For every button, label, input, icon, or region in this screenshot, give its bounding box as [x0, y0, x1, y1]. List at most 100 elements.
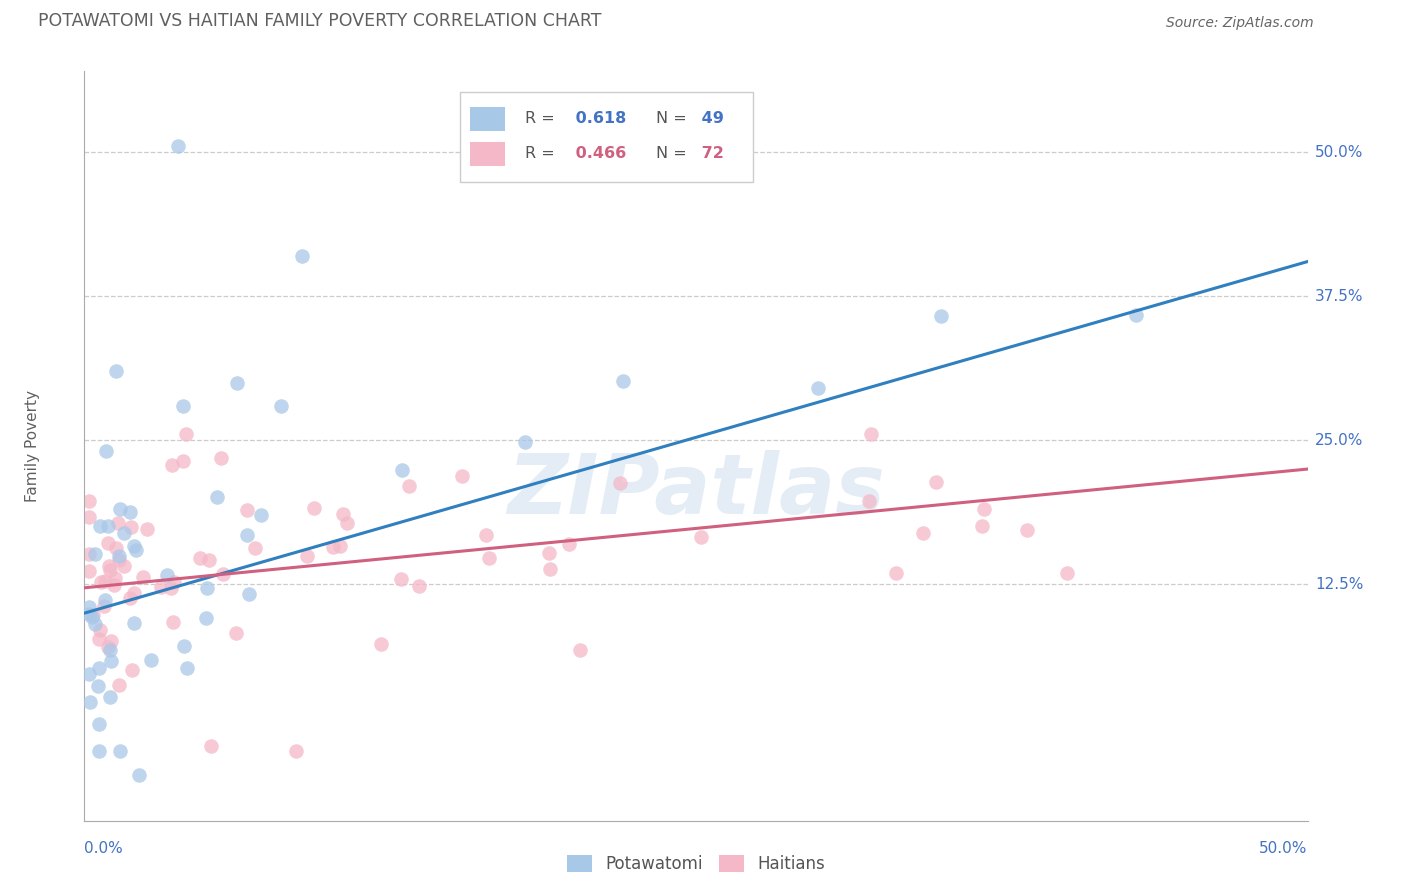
Text: 0.466: 0.466: [569, 146, 626, 161]
Point: [90, 574, 112, 589]
Point: [163, 575, 186, 590]
Point: [478, 550, 501, 565]
Point: [112, 559, 135, 574]
Point: [209, 450, 232, 465]
Text: 50.0%: 50.0%: [1260, 841, 1308, 856]
Point: [89, 623, 111, 637]
FancyBboxPatch shape: [470, 142, 505, 166]
Point: [329, 539, 352, 553]
Text: N =: N =: [655, 112, 686, 126]
Point: [128, 767, 150, 781]
Point: [612, 374, 634, 388]
Text: Source: ZipAtlas.com: Source: ZipAtlas.com: [1166, 16, 1313, 30]
Point: [245, 541, 267, 556]
Point: [93, 599, 115, 613]
Point: [858, 494, 880, 508]
Point: [94, 574, 117, 588]
Point: [87, 660, 110, 674]
FancyBboxPatch shape: [460, 92, 754, 182]
Point: [94, 444, 117, 458]
Point: [398, 479, 420, 493]
Point: [391, 463, 413, 477]
Text: 12.5%: 12.5%: [1315, 577, 1364, 591]
Point: [122, 586, 145, 600]
Point: [97, 535, 120, 549]
Point: [108, 678, 131, 692]
Point: [97, 519, 120, 533]
Point: [98, 558, 121, 573]
Point: [108, 744, 131, 758]
Point: [537, 546, 560, 560]
FancyBboxPatch shape: [470, 106, 505, 130]
Text: 37.5%: 37.5%: [1315, 289, 1364, 303]
Text: R =: R =: [524, 146, 554, 161]
Point: [807, 381, 830, 395]
Point: [108, 549, 131, 563]
Point: [87, 717, 110, 731]
Point: [162, 615, 184, 629]
Point: [172, 399, 194, 413]
Point: [197, 553, 219, 567]
Point: [77, 564, 100, 578]
Point: [120, 505, 142, 519]
Point: [336, 516, 359, 530]
Point: [121, 663, 143, 677]
Text: 0.0%: 0.0%: [84, 841, 124, 856]
Point: [135, 522, 157, 536]
Point: [200, 739, 222, 753]
Point: [1125, 308, 1147, 322]
Point: [925, 475, 948, 489]
Point: [82, 608, 104, 623]
Point: [291, 249, 314, 263]
Point: [322, 540, 344, 554]
Point: [104, 571, 127, 585]
Point: [408, 579, 430, 593]
Point: [156, 568, 179, 582]
Point: [80, 609, 103, 624]
Point: [77, 600, 100, 615]
Point: [100, 633, 122, 648]
Point: [970, 519, 993, 533]
Point: [284, 744, 307, 758]
Legend: Potawatomi, Haitians: Potawatomi, Haitians: [560, 848, 832, 880]
Point: [236, 527, 259, 541]
Text: Family Poverty: Family Poverty: [25, 390, 41, 502]
Point: [1017, 523, 1039, 537]
Text: 72: 72: [696, 146, 724, 161]
Point: [690, 530, 713, 544]
Point: [107, 516, 129, 530]
Point: [297, 549, 319, 564]
Point: [884, 566, 907, 580]
Point: [912, 525, 935, 540]
Point: [98, 690, 121, 704]
Point: [122, 539, 145, 553]
Point: [77, 667, 100, 681]
Point: [188, 550, 211, 565]
Point: [205, 490, 228, 504]
Point: [160, 581, 183, 595]
Point: [83, 617, 105, 632]
Point: [450, 469, 472, 483]
Point: [226, 376, 249, 390]
Point: [225, 626, 247, 640]
Point: [149, 580, 172, 594]
Point: [194, 611, 217, 625]
Point: [118, 591, 141, 605]
Text: 49: 49: [696, 112, 724, 126]
Point: [212, 567, 235, 582]
Point: [110, 502, 132, 516]
Point: [125, 543, 148, 558]
Point: [1056, 566, 1078, 580]
Point: [370, 637, 392, 651]
Point: [929, 309, 952, 323]
Text: R =: R =: [524, 112, 554, 126]
Point: [195, 581, 218, 595]
Point: [100, 654, 122, 668]
Point: [79, 695, 101, 709]
Point: [513, 434, 536, 449]
Text: 25.0%: 25.0%: [1315, 433, 1364, 448]
Text: ZIPatlas: ZIPatlas: [508, 450, 884, 532]
Text: 0.618: 0.618: [569, 112, 626, 126]
Point: [122, 615, 145, 630]
Point: [860, 426, 883, 441]
